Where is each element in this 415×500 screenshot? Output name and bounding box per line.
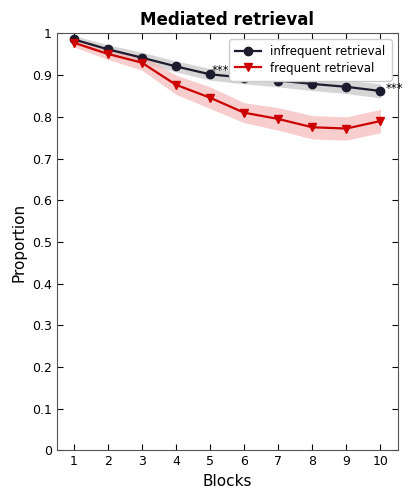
frequent retrieval xyxy=(173,82,178,87)
Text: ***: *** xyxy=(212,64,229,76)
infrequent retrieval xyxy=(105,46,110,52)
infrequent retrieval xyxy=(208,72,212,78)
frequent retrieval xyxy=(344,126,349,132)
infrequent retrieval xyxy=(276,78,281,84)
infrequent retrieval xyxy=(173,64,178,70)
frequent retrieval xyxy=(208,94,212,100)
infrequent retrieval xyxy=(242,74,247,80)
Legend: infrequent retrieval, frequent retrieval: infrequent retrieval, frequent retrieval xyxy=(229,40,392,80)
Line: infrequent retrieval: infrequent retrieval xyxy=(69,35,385,95)
frequent retrieval xyxy=(276,116,281,122)
infrequent retrieval xyxy=(378,88,383,94)
infrequent retrieval xyxy=(310,81,315,87)
Title: Mediated retrieval: Mediated retrieval xyxy=(140,11,314,29)
infrequent retrieval xyxy=(344,84,349,90)
frequent retrieval xyxy=(242,110,247,116)
frequent retrieval xyxy=(139,60,144,66)
Text: ***: *** xyxy=(386,82,403,95)
infrequent retrieval xyxy=(139,54,144,60)
Line: frequent retrieval: frequent retrieval xyxy=(69,38,385,132)
infrequent retrieval xyxy=(71,36,76,43)
frequent retrieval xyxy=(71,40,76,46)
frequent retrieval xyxy=(310,124,315,130)
frequent retrieval xyxy=(105,51,110,57)
Y-axis label: Proportion: Proportion xyxy=(11,202,26,281)
frequent retrieval xyxy=(378,118,383,124)
X-axis label: Blocks: Blocks xyxy=(202,474,252,489)
